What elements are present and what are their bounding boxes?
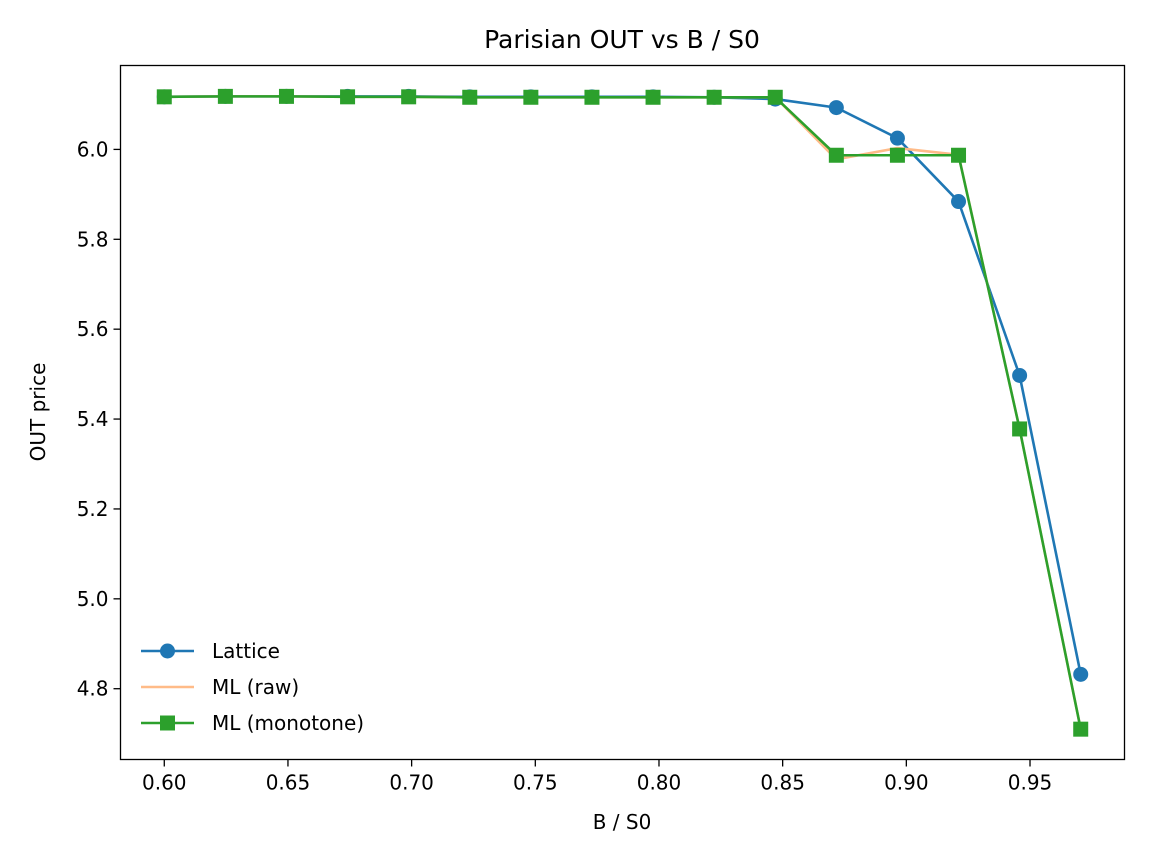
x-tick-label: 0.75 bbox=[513, 771, 558, 795]
data-point-lattice bbox=[951, 194, 967, 210]
data-point-ml-monotone bbox=[706, 89, 722, 105]
x-tick-label: 0.90 bbox=[884, 771, 929, 795]
x-tick-label: 0.60 bbox=[142, 771, 187, 795]
y-tick-label: 5.8 bbox=[77, 227, 109, 251]
x-tick-label: 0.85 bbox=[760, 771, 805, 795]
series-layer bbox=[156, 88, 1089, 737]
data-point-lattice bbox=[1012, 367, 1028, 383]
y-tick-label: 5.0 bbox=[77, 587, 109, 611]
data-point-ml-monotone bbox=[523, 89, 539, 105]
y-tick-label: 5.4 bbox=[77, 407, 109, 431]
data-point-ml-monotone bbox=[217, 88, 233, 104]
y-axis-label: OUT price bbox=[26, 363, 50, 462]
data-point-ml-monotone bbox=[462, 89, 478, 105]
data-point-ml-monotone bbox=[1012, 421, 1028, 437]
data-point-ml-monotone bbox=[1073, 721, 1089, 737]
data-point-ml-monotone bbox=[645, 89, 661, 105]
y-tick-label: 6.0 bbox=[77, 137, 109, 161]
x-tick-label: 0.95 bbox=[1008, 771, 1053, 795]
y-tick-label: 4.8 bbox=[77, 677, 109, 701]
legend-label: ML (raw) bbox=[212, 675, 299, 699]
series-line-ml-monotone bbox=[164, 95, 1082, 730]
data-point-ml-monotone bbox=[767, 89, 783, 105]
plot-frame bbox=[119, 64, 1126, 761]
x-tick-label: 0.70 bbox=[389, 771, 434, 795]
legend-marker bbox=[160, 715, 175, 731]
x-axis-ticks: 0.60 0.65 0.70 0.75 0.80 0.85 0.90 0.95 bbox=[142, 759, 1053, 795]
legend-entry-ml-raw: ML (raw) bbox=[141, 675, 299, 699]
x-tick-label: 0.80 bbox=[637, 771, 682, 795]
data-point-ml-monotone bbox=[889, 147, 905, 163]
y-tick-label: 5.2 bbox=[77, 497, 109, 521]
data-point-ml-monotone bbox=[584, 89, 600, 105]
data-point-lattice bbox=[828, 100, 844, 116]
legend: Lattice ML (raw) ML (monotone) bbox=[141, 639, 364, 735]
legend-entry-lattice: Lattice bbox=[141, 639, 280, 663]
legend-label: Lattice bbox=[212, 639, 280, 663]
x-tick-label: 0.65 bbox=[266, 771, 311, 795]
series-ml-monotone bbox=[156, 88, 1089, 737]
data-point-ml-monotone bbox=[278, 88, 294, 104]
data-point-ml-monotone bbox=[340, 89, 356, 105]
y-tick-label: 5.6 bbox=[77, 317, 109, 341]
data-point-ml-monotone bbox=[951, 147, 967, 163]
legend-label: ML (monotone) bbox=[212, 711, 364, 735]
chart-title: Parisian OUT vs B / S0 bbox=[484, 25, 760, 54]
y-axis-ticks: 4.8 5.0 5.2 5.4 5.6 5.8 6.0 bbox=[77, 137, 121, 701]
data-point-lattice bbox=[1073, 666, 1089, 682]
data-point-ml-monotone bbox=[156, 89, 172, 105]
x-axis-label: B / S0 bbox=[593, 810, 652, 834]
data-point-ml-monotone bbox=[828, 147, 844, 163]
data-point-lattice bbox=[889, 130, 905, 146]
legend-marker bbox=[160, 643, 175, 659]
data-point-ml-monotone bbox=[401, 89, 417, 105]
legend-entry-ml-monotone: ML (monotone) bbox=[141, 711, 364, 735]
